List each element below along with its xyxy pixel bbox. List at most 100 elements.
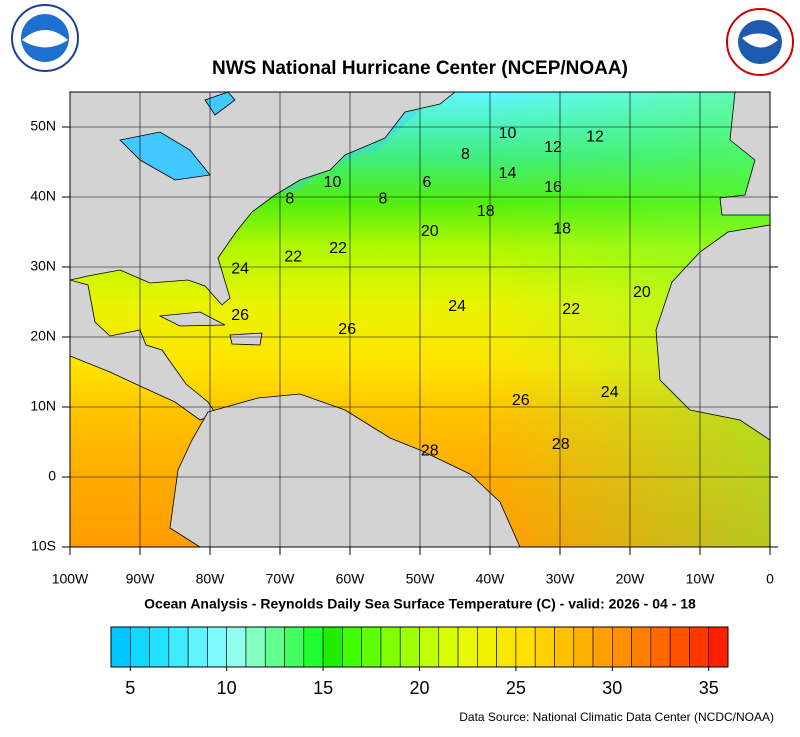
- colorbar-swatch: [399, 626, 420, 668]
- contour-label: 22: [284, 248, 302, 265]
- subtitle: Ocean Analysis - Reynolds Daily Sea Surf…: [144, 596, 696, 612]
- colorbar-swatch: [534, 626, 555, 668]
- y-tick-label: 50N: [30, 118, 56, 134]
- axes: 100W 90W 80W 70W 60W 50W 40W 30W 20W 10W 0 10S 0 10N 2…: [30, 118, 778, 587]
- colorbar-tick-label: 20: [409, 678, 429, 698]
- colorbar: 5 10 15 20 25 30 35: [110, 626, 729, 698]
- y-tick-label: 40N: [30, 188, 56, 204]
- colorbar-tick-label: 15: [313, 678, 333, 698]
- colorbar-swatch: [149, 626, 170, 668]
- contour-label: 6: [423, 174, 432, 191]
- colorbar-swatch: [592, 626, 613, 668]
- colorbar-swatch: [669, 626, 690, 668]
- colorbar-swatch: [361, 626, 382, 668]
- contour-label: 20: [421, 223, 439, 240]
- colorbar-swatch: [554, 626, 575, 668]
- colorbar-swatch: [129, 626, 150, 668]
- y-tick-label: 10S: [31, 538, 56, 554]
- colorbar-swatch: [573, 626, 594, 668]
- colorbar-swatch: [303, 626, 324, 668]
- colorbar-swatch: [168, 626, 189, 668]
- colorbar-swatch: [245, 626, 266, 668]
- colorbar-swatch: [380, 626, 401, 668]
- colorbar-tick-label: 10: [217, 678, 237, 698]
- contour-label: 24: [601, 384, 619, 401]
- cuba: [158, 311, 226, 327]
- colorbar-swatch: [650, 626, 671, 668]
- land: [70, 92, 770, 547]
- colorbar-swatch: [438, 626, 459, 668]
- x-tick-label: 60W: [336, 571, 366, 587]
- contour-label: 28: [421, 442, 439, 459]
- contour-label: 28: [552, 436, 570, 453]
- contour-label: 8: [461, 146, 470, 163]
- contour-label: 10: [324, 174, 342, 191]
- x-tick-label: 0: [766, 571, 774, 587]
- data-source: Data Source: National Climatic Data Cent…: [459, 710, 774, 724]
- contour-label: 14: [499, 165, 517, 182]
- colorbar-swatch: [226, 626, 247, 668]
- colorbar-swatch: [284, 626, 305, 668]
- y-tick-label: 20N: [30, 328, 56, 344]
- contour-label: 26: [512, 392, 530, 409]
- x-tick-label: 80W: [196, 571, 226, 587]
- colorbar-swatch: [419, 626, 440, 668]
- nws-logo-cloud: [742, 33, 778, 48]
- noaa-logo-bird: [22, 30, 68, 48]
- contour-label: 8: [378, 190, 387, 207]
- grid: [70, 92, 770, 547]
- colorbar-swatch: [264, 626, 285, 668]
- europe: [719, 92, 770, 216]
- colorbar-swatch: [322, 626, 343, 668]
- colorbar-swatch: [207, 626, 227, 668]
- x-tick-label: 10W: [686, 571, 716, 587]
- x-tick-label: 90W: [126, 571, 156, 587]
- x-tick-label: 100W: [52, 571, 89, 587]
- y-tick-label: 0: [48, 468, 56, 484]
- contour-label: 22: [329, 240, 347, 257]
- map: 10 12 8 12 14 10 6 16 8 8 18 20 18 22 22 24 20 24 22 26 26 26…: [70, 92, 770, 547]
- contour-label: 16: [544, 179, 562, 196]
- central-america: [70, 279, 217, 421]
- contour-label: 22: [562, 301, 580, 318]
- contour-labels: 10 12 8 12 14 10 6 16 8 8 18 20 18 22 22 24 20 24 22 26 26 26…: [231, 125, 651, 459]
- y-tick-label: 10N: [30, 398, 56, 414]
- contour-label: 20: [633, 284, 651, 301]
- colorbar-swatch: [110, 626, 131, 668]
- contour-label: 26: [231, 307, 249, 324]
- colorbar-swatch: [496, 626, 517, 668]
- colorbar-swatch: [689, 626, 710, 668]
- colorbar-tick-label: 5: [125, 678, 135, 698]
- logos: [11, 4, 794, 76]
- colorbar-swatch: [187, 626, 208, 668]
- x-tick-label: 50W: [406, 571, 436, 587]
- africa: [655, 224, 770, 441]
- contour-label: 10: [499, 125, 517, 142]
- colorbar-swatch: [477, 626, 497, 668]
- colorbar-swatch: [708, 626, 729, 668]
- colorbar-swatch: [342, 626, 362, 668]
- contour-label: 18: [553, 220, 571, 237]
- contour-label: 26: [338, 321, 356, 338]
- contour-label: 24: [231, 260, 249, 277]
- contour-label: 12: [586, 129, 604, 146]
- y-tick-label: 30N: [30, 258, 56, 274]
- colorbar-swatch: [631, 626, 652, 668]
- x-tick-label: 40W: [476, 571, 506, 587]
- x-tick-label: 30W: [546, 571, 576, 587]
- colorbar-swatch: [457, 626, 478, 668]
- colorbar-swatch: [612, 626, 632, 668]
- x-tick-label: 20W: [616, 571, 646, 587]
- contour-label: 12: [544, 139, 562, 156]
- colorbar-tick-label: 30: [602, 678, 622, 698]
- colorbar-tick-label: 25: [506, 678, 526, 698]
- colorbar-swatch: [515, 626, 536, 668]
- hispaniola: [229, 332, 263, 346]
- hudson-bay: [204, 92, 236, 116]
- x-tick-label: 70W: [266, 571, 296, 587]
- contour-label: 18: [477, 203, 495, 220]
- contour-label: 24: [448, 298, 466, 315]
- contour-label: 8: [285, 190, 294, 207]
